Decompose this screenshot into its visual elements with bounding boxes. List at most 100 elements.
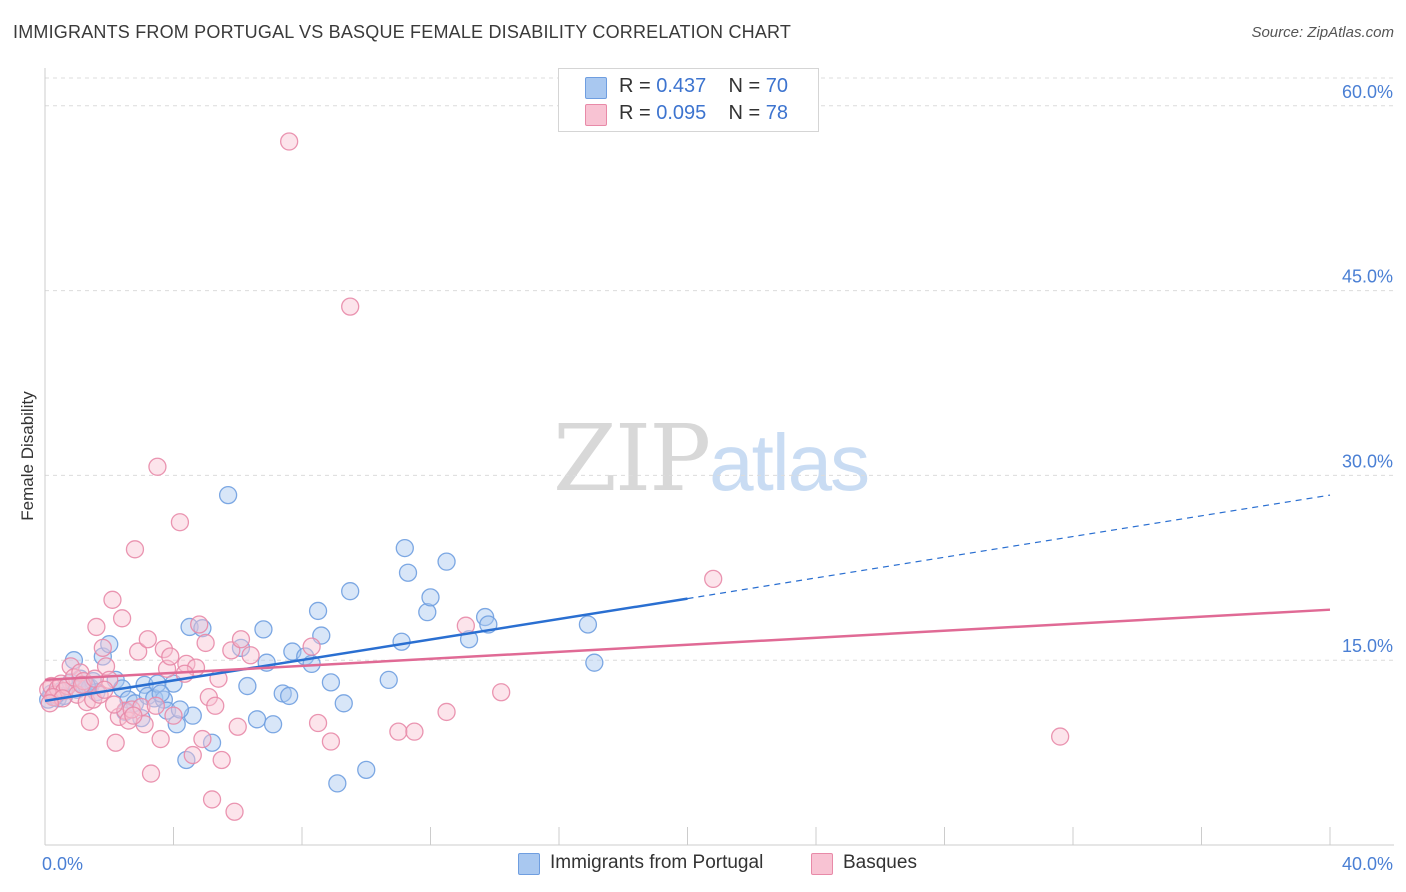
point-basques (231, 630, 251, 649)
point-basques (492, 683, 511, 702)
trend-lines (44, 494, 1331, 703)
point-basques (183, 745, 202, 765)
point-basques (704, 569, 723, 589)
point-basques (389, 722, 408, 741)
y-tick-label: 30.0% (1342, 451, 1393, 471)
point-portugal (437, 552, 456, 571)
legend-r-value: 0.095 (656, 102, 707, 124)
legend-r-label: R = (619, 75, 651, 97)
x-tick-label: 40.0% (1342, 854, 1393, 874)
trend-line-portugal (44, 597, 688, 703)
point-portugal (238, 676, 257, 696)
legend-n-value: 78 (765, 102, 789, 124)
legend-n-value: 70 (765, 75, 789, 97)
point-portugal (379, 670, 398, 690)
point-basques (308, 713, 328, 733)
watermark: ZIPatlas (553, 405, 870, 512)
point-portugal (202, 733, 222, 752)
legend-stats-portugal: R = 0.437 N = 70 (619, 75, 788, 98)
point-portugal (334, 694, 353, 713)
point-basques (104, 695, 124, 714)
point-portugal (418, 603, 437, 622)
point-basques (206, 696, 225, 715)
source-label: Source: ZipAtlas.com (1251, 24, 1394, 41)
stats-legend: R = 0.437 N = 70 R = 0.095 N = 78 (558, 68, 819, 132)
point-basques (405, 722, 424, 741)
point-portugal (341, 582, 360, 601)
point-basques (341, 297, 360, 316)
bottom-legend-label-basques: Basques (843, 852, 917, 873)
point-portugal (218, 485, 238, 505)
point-basques (106, 733, 125, 752)
point-basques (1051, 727, 1070, 746)
legend-r-label: R = (619, 102, 651, 124)
trend-line-basques (44, 608, 1331, 682)
point-basques (212, 750, 231, 770)
y-tick-label: 15.0% (1342, 636, 1393, 656)
point-portugal (398, 563, 418, 582)
legend-swatch-basques (585, 104, 607, 126)
watermark-zip: ZIP (553, 405, 711, 512)
point-portugal (308, 601, 328, 621)
point-basques (40, 694, 59, 713)
point-basques (161, 647, 180, 666)
point-basques (202, 790, 222, 809)
point-basques (154, 639, 174, 659)
watermark-atlas: atlas (709, 418, 870, 507)
point-portugal (357, 760, 376, 779)
point-basques (228, 717, 247, 736)
point-basques (129, 642, 148, 661)
point-portugal (321, 673, 341, 692)
bottom-legend-swatch-portugal (518, 853, 540, 875)
point-basques (61, 657, 80, 676)
y-tick-label: 60.0% (1342, 82, 1393, 102)
point-portugal (254, 620, 273, 639)
point-portugal (279, 686, 299, 706)
bottom-legend-swatch-basques (811, 853, 833, 875)
point-basques (103, 590, 122, 609)
chart-title: IMMIGRANTS FROM PORTUGAL VS BASQUE FEMAL… (13, 22, 792, 42)
point-basques (196, 633, 215, 653)
point-basques (279, 132, 299, 151)
legend-stats-basques: R = 0.095 N = 78 (619, 102, 788, 125)
y-axis-label: Female Disability (18, 391, 37, 521)
legend-r-value: 0.437 (656, 75, 707, 97)
bottom-legend-label-portugal: Immigrants from Portugal (550, 852, 764, 873)
point-basques (193, 729, 212, 749)
axes (44, 68, 1394, 846)
point-portugal (395, 538, 414, 558)
point-portugal (392, 632, 411, 651)
point-basques (93, 638, 112, 658)
legend-n-label: N = (728, 102, 761, 124)
legend-n-label: N = (728, 75, 761, 97)
point-basques (87, 617, 106, 637)
point-basques (80, 712, 100, 731)
point-basques (225, 802, 244, 821)
trend-line-portugal-extension (687, 494, 1331, 600)
point-basques (138, 630, 157, 649)
point-basques (151, 729, 170, 749)
point-portugal (247, 710, 267, 729)
point-basques (124, 706, 143, 725)
point-basques (148, 457, 167, 476)
point-portugal (421, 588, 440, 607)
x-tick-label: 0.0% (42, 854, 83, 874)
point-portugal (578, 615, 598, 634)
data-points (39, 132, 1070, 821)
point-portugal (585, 653, 604, 672)
point-portugal (263, 715, 283, 734)
legend-swatch-portugal (585, 77, 607, 99)
y-tick-label: 45.0% (1342, 267, 1393, 287)
point-basques (321, 732, 341, 751)
point-basques (302, 637, 321, 656)
point-basques (437, 702, 456, 722)
point-basques (112, 609, 132, 628)
point-basques (125, 540, 145, 559)
point-basques (241, 646, 260, 665)
point-basques (96, 657, 116, 676)
point-basques (141, 764, 161, 783)
point-basques (170, 513, 190, 532)
point-portugal (328, 774, 347, 793)
point-basques (190, 615, 209, 634)
